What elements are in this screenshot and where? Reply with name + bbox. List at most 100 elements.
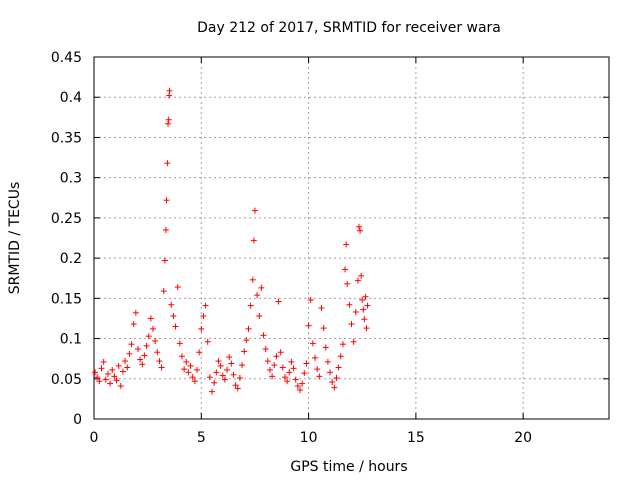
data-point-marker bbox=[303, 360, 310, 367]
data-point-marker bbox=[94, 374, 101, 381]
data-point-marker bbox=[174, 284, 181, 291]
data-point-marker bbox=[356, 223, 363, 230]
data-point-marker bbox=[98, 365, 105, 372]
data-point-marker bbox=[281, 374, 288, 381]
data-point-marker bbox=[279, 364, 286, 371]
data-point-marker bbox=[316, 373, 323, 380]
data-point-marker bbox=[166, 87, 173, 94]
x-tick-label: 20 bbox=[514, 430, 532, 446]
data-point-marker bbox=[360, 306, 367, 313]
data-point-marker bbox=[122, 358, 129, 365]
data-point-marker bbox=[307, 296, 314, 303]
data-point-marker bbox=[292, 376, 299, 383]
data-point-marker bbox=[234, 385, 241, 392]
data-point-marker bbox=[344, 280, 351, 287]
data-point-marker bbox=[150, 325, 157, 332]
data-point-marker bbox=[164, 160, 171, 167]
data-point-marker bbox=[294, 383, 301, 390]
data-point-marker bbox=[217, 362, 224, 369]
data-point-marker bbox=[322, 344, 329, 351]
data-point-marker bbox=[314, 366, 321, 373]
data-point-marker bbox=[221, 376, 228, 383]
data-point-marker bbox=[243, 337, 250, 344]
data-point-marker bbox=[117, 383, 124, 390]
data-point-marker bbox=[198, 325, 205, 332]
x-tick-label: 10 bbox=[300, 430, 318, 446]
y-tick-label: 0.3 bbox=[60, 171, 82, 187]
y-tick-label: 0.05 bbox=[51, 372, 82, 388]
data-point-marker bbox=[266, 366, 273, 373]
data-point-marker bbox=[230, 371, 237, 378]
data-point-marker bbox=[305, 322, 312, 329]
data-point-marker bbox=[134, 346, 141, 353]
data-point-marker bbox=[249, 276, 256, 283]
x-axis-label: GPS time / hours bbox=[290, 459, 407, 475]
data-point-marker bbox=[204, 338, 211, 345]
data-point-marker bbox=[335, 364, 342, 371]
data-point-marker bbox=[343, 241, 350, 248]
data-point-marker bbox=[299, 380, 306, 387]
data-point-marker bbox=[339, 341, 346, 348]
data-point-marker bbox=[124, 364, 131, 371]
data-point-marker bbox=[245, 325, 252, 332]
data-point-marker bbox=[211, 379, 218, 386]
y-tick-label: 0.1 bbox=[60, 332, 82, 348]
data-point-marker bbox=[275, 298, 282, 305]
data-point-marker bbox=[361, 316, 368, 323]
data-point-marker bbox=[181, 366, 188, 373]
data-point-marker bbox=[196, 349, 203, 356]
data-point-marker bbox=[189, 374, 196, 381]
data-point-marker bbox=[342, 266, 349, 273]
data-point-marker bbox=[126, 350, 133, 357]
data-point-marker bbox=[239, 362, 246, 369]
data-point-marker bbox=[318, 304, 325, 311]
data-point-marker bbox=[247, 302, 254, 309]
y-tick-label: 0 bbox=[73, 412, 82, 428]
data-point-marker bbox=[286, 369, 293, 376]
data-point-marker bbox=[290, 365, 297, 372]
y-axis-label: SRMTID / TECUs bbox=[7, 182, 23, 295]
data-point-marker bbox=[161, 257, 168, 264]
x-tick-label: 15 bbox=[407, 430, 425, 446]
data-point-marker bbox=[152, 337, 159, 344]
data-point-marker bbox=[358, 272, 365, 279]
data-point-marker bbox=[309, 340, 316, 347]
data-points bbox=[92, 87, 371, 395]
data-point-marker bbox=[312, 354, 319, 361]
data-point-marker bbox=[277, 349, 284, 356]
data-point-marker bbox=[130, 321, 137, 328]
data-point-marker bbox=[251, 207, 258, 214]
data-point-marker bbox=[137, 356, 144, 363]
data-point-marker bbox=[284, 378, 291, 385]
data-point-marker bbox=[165, 116, 172, 123]
data-point-marker bbox=[132, 309, 139, 316]
data-point-marker bbox=[194, 366, 200, 373]
data-point-marker bbox=[143, 342, 150, 349]
y-tick-label: 0.35 bbox=[51, 130, 82, 146]
data-point-marker bbox=[264, 358, 271, 365]
data-point-marker bbox=[163, 197, 170, 204]
data-point-marker bbox=[92, 369, 99, 376]
data-point-marker bbox=[348, 321, 355, 328]
data-point-marker bbox=[357, 227, 364, 234]
grid-lines bbox=[94, 57, 609, 419]
data-point-marker bbox=[226, 354, 233, 361]
data-point-marker bbox=[191, 378, 198, 385]
data-point-marker bbox=[320, 325, 327, 332]
data-point-marker bbox=[156, 358, 163, 365]
data-point-marker bbox=[331, 384, 338, 391]
data-point-marker bbox=[119, 368, 126, 375]
data-point-marker bbox=[350, 338, 357, 345]
data-point-marker bbox=[352, 309, 359, 316]
data-point-marker bbox=[154, 349, 161, 356]
data-point-marker bbox=[363, 325, 370, 332]
data-point-marker bbox=[102, 376, 109, 383]
data-point-marker bbox=[187, 362, 194, 369]
y-axis-ticks: 0 0.05 0.1 0.15 0.2 0.25 0.3 0.35 0.4 0.45 bbox=[51, 50, 609, 428]
data-point-marker bbox=[170, 313, 177, 320]
data-point-marker bbox=[141, 352, 148, 359]
data-point-marker bbox=[176, 340, 183, 347]
data-point-marker bbox=[104, 370, 111, 377]
data-point-marker bbox=[301, 370, 308, 377]
data-point-marker bbox=[241, 348, 248, 355]
